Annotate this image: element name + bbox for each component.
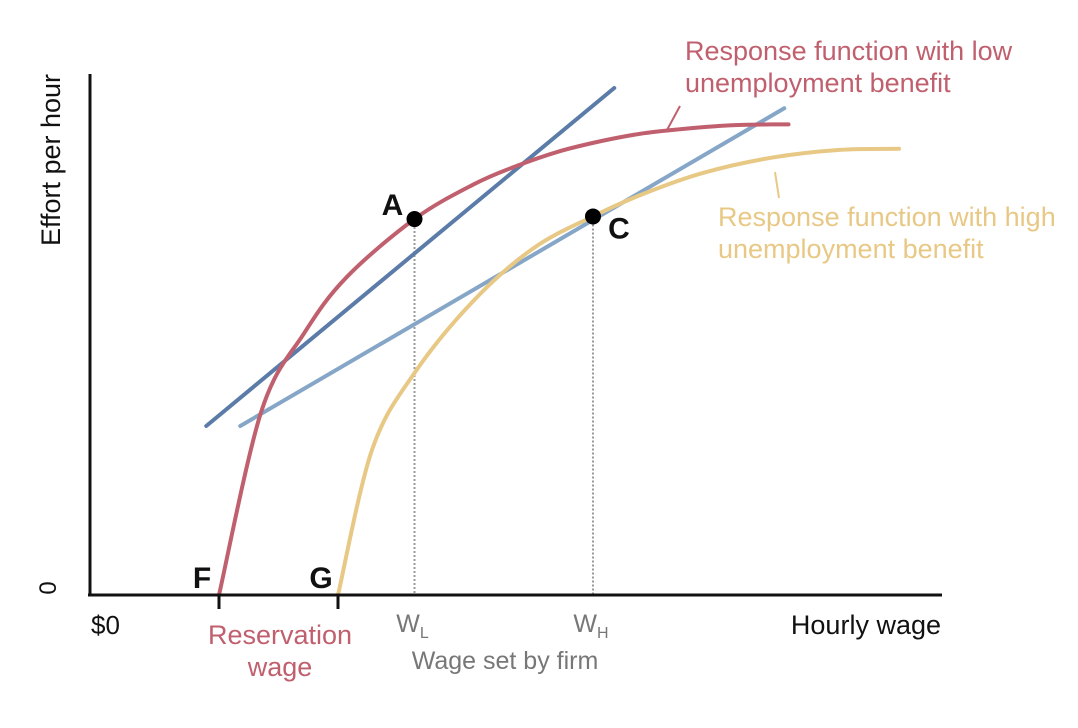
tick-label-w-l: WL <box>396 610 429 642</box>
response-curve-low-benefit <box>217 122 791 597</box>
high-benefit-curve-label-line1: Response function with high <box>718 202 1056 232</box>
tangent-line-c <box>238 106 787 428</box>
reservation-wage-label-line2: wage <box>247 652 313 682</box>
high-benefit-label-leader <box>774 171 780 199</box>
high-benefit-curve-label-line2: unemployment benefit <box>718 234 984 264</box>
tick-label-w-h: WH <box>573 610 608 642</box>
y-axis-label: Effort per hour <box>36 74 66 246</box>
low-benefit-curve-label-line2: unemployment benefit <box>685 68 951 98</box>
droplines <box>413 216 594 595</box>
x-axis-label: Hourly wage <box>791 610 941 640</box>
x-origin-label: $0 <box>91 610 120 640</box>
point-label-a: A <box>382 189 404 222</box>
point-c <box>585 208 601 225</box>
point-label-c: C <box>608 212 630 245</box>
tangent-line-a <box>204 86 617 428</box>
tangent-lines <box>204 86 787 428</box>
point-label-g: G <box>309 562 332 595</box>
y-origin-label: 0 <box>35 581 62 594</box>
wage-set-by-firm-label: Wage set by firm <box>412 647 599 675</box>
equilibrium-points: AC <box>382 189 630 245</box>
point-label-f: F <box>193 562 211 595</box>
response-curves <box>217 122 901 597</box>
reservation-wage-label-line1: Reservation <box>208 620 352 650</box>
low-benefit-label-leader <box>666 105 681 131</box>
point-a <box>406 211 423 228</box>
low-benefit-curve-label-line1: Response function with low <box>685 36 1013 66</box>
response-curve-high-benefit <box>336 146 901 597</box>
